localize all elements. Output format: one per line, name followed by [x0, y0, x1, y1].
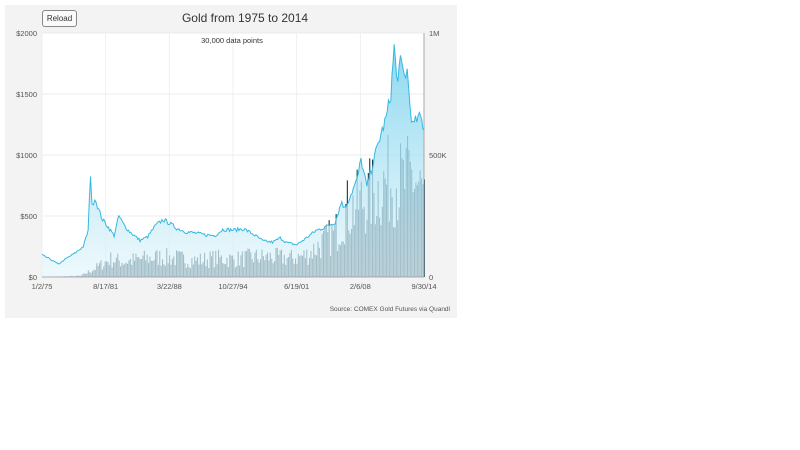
y-axis-right: 0 500K 1M — [429, 29, 447, 282]
y-left-tick-label: $500 — [20, 212, 37, 221]
y-left-tick-label: $2000 — [16, 29, 37, 38]
x-tick-label: 2/6/08 — [350, 282, 371, 291]
x-tick-label: 3/22/88 — [157, 282, 182, 291]
x-tick-label: 10/27/94 — [218, 282, 247, 291]
y-right-tick-label: 500K — [429, 151, 447, 160]
y-left-tick-label: $1000 — [16, 151, 37, 160]
reload-button[interactable]: Reload — [42, 10, 77, 27]
y-left-tick-label: $1500 — [16, 90, 37, 99]
y-axis-left: $0 $500 $1000 $1500 $2000 — [16, 29, 37, 282]
chart-subtitle: 30,000 data points — [201, 36, 263, 45]
chart-source: Source: COMEX Gold Futures via Quandl — [329, 306, 450, 313]
x-tick-label: 1/2/75 — [32, 282, 53, 291]
y-right-tick-label: 0 — [429, 273, 433, 282]
price-line — [41, 44, 425, 265]
x-tick-label: 9/30/14 — [411, 282, 436, 291]
y-left-tick-label: $0 — [29, 273, 37, 282]
y-right-tick-label: 1M — [429, 29, 439, 38]
x-tick-label: 8/17/81 — [93, 282, 118, 291]
chart-title: Gold from 1975 to 2014 — [181, 11, 309, 25]
x-axis-ticks: 1/2/75 8/17/81 3/22/88 10/27/94 6/19/01 2/6/0… — [32, 282, 437, 291]
x-tick-label: 6/19/01 — [284, 282, 309, 291]
